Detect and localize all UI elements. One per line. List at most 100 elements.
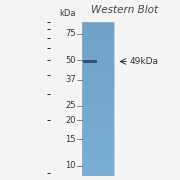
- Bar: [82, 96, 114, 97]
- Bar: [82, 93, 114, 94]
- Bar: [82, 102, 114, 104]
- Bar: [82, 36, 114, 37]
- Bar: [82, 159, 114, 161]
- Bar: [82, 132, 114, 134]
- Bar: [82, 175, 114, 176]
- Bar: [82, 54, 114, 55]
- Bar: [82, 68, 114, 70]
- Bar: [82, 134, 114, 135]
- Bar: [82, 94, 114, 96]
- Bar: [82, 157, 114, 158]
- Bar: [82, 123, 114, 124]
- Bar: [82, 110, 114, 111]
- Bar: [82, 44, 114, 45]
- Bar: [82, 141, 114, 143]
- Bar: [82, 92, 114, 93]
- Bar: [82, 55, 114, 57]
- Bar: [82, 105, 114, 106]
- Bar: [82, 26, 114, 27]
- Bar: [82, 139, 114, 140]
- Bar: [82, 22, 114, 176]
- Bar: [82, 158, 114, 159]
- Bar: [82, 131, 114, 132]
- Bar: [82, 29, 114, 31]
- Bar: [82, 128, 114, 130]
- Bar: [82, 39, 114, 40]
- Bar: [82, 143, 114, 144]
- Bar: [82, 153, 114, 154]
- Bar: [82, 85, 114, 87]
- Bar: [82, 88, 114, 89]
- Bar: [82, 41, 114, 42]
- Text: 10: 10: [65, 161, 76, 170]
- Bar: [82, 23, 114, 24]
- Bar: [82, 66, 114, 67]
- Bar: [82, 22, 114, 23]
- Bar: [82, 75, 114, 76]
- Bar: [82, 32, 114, 33]
- Bar: [82, 89, 114, 91]
- Bar: [82, 42, 114, 44]
- Bar: [82, 113, 114, 114]
- Bar: [82, 118, 114, 119]
- Bar: [82, 70, 114, 71]
- Bar: [82, 154, 114, 156]
- Text: 37: 37: [65, 75, 76, 84]
- Bar: [82, 135, 114, 136]
- Bar: [82, 49, 114, 50]
- Bar: [82, 119, 114, 120]
- Bar: [82, 114, 114, 115]
- Bar: [82, 98, 114, 100]
- Bar: [82, 163, 114, 165]
- Bar: [82, 45, 114, 46]
- Text: 20: 20: [65, 116, 76, 125]
- Bar: [82, 136, 114, 137]
- Bar: [82, 51, 114, 53]
- Bar: [82, 152, 114, 153]
- Bar: [82, 109, 114, 110]
- Bar: [82, 137, 114, 139]
- Bar: [82, 27, 114, 28]
- Bar: [82, 24, 114, 26]
- Bar: [82, 59, 114, 61]
- Bar: [82, 148, 114, 149]
- Bar: [82, 106, 114, 107]
- Text: kDa: kDa: [59, 9, 76, 18]
- Bar: [82, 166, 114, 167]
- Bar: [82, 84, 114, 85]
- Bar: [82, 115, 114, 117]
- Bar: [82, 100, 114, 101]
- Bar: [82, 74, 114, 75]
- Bar: [82, 150, 114, 152]
- Bar: [82, 58, 114, 59]
- Bar: [82, 162, 114, 163]
- Bar: [82, 130, 114, 131]
- Text: 25: 25: [65, 101, 76, 110]
- Bar: [82, 103, 114, 105]
- Bar: [82, 126, 114, 127]
- Bar: [82, 124, 114, 126]
- Bar: [82, 111, 114, 113]
- Bar: [82, 78, 114, 79]
- Bar: [82, 35, 114, 36]
- Bar: [82, 161, 114, 162]
- Bar: [82, 174, 114, 175]
- Bar: [82, 101, 114, 102]
- Bar: [82, 156, 114, 157]
- Bar: [82, 37, 114, 39]
- Bar: [82, 170, 114, 171]
- Bar: [82, 76, 114, 78]
- Text: 50: 50: [65, 56, 76, 65]
- Bar: [82, 28, 114, 29]
- Text: 75: 75: [65, 29, 76, 38]
- Bar: [82, 80, 114, 81]
- Bar: [82, 117, 114, 118]
- Bar: [83, 60, 97, 64]
- Bar: [82, 50, 114, 51]
- Bar: [82, 122, 114, 123]
- Bar: [82, 97, 114, 98]
- Bar: [82, 53, 114, 54]
- Bar: [82, 81, 114, 83]
- Bar: [82, 172, 114, 174]
- Bar: [82, 57, 114, 58]
